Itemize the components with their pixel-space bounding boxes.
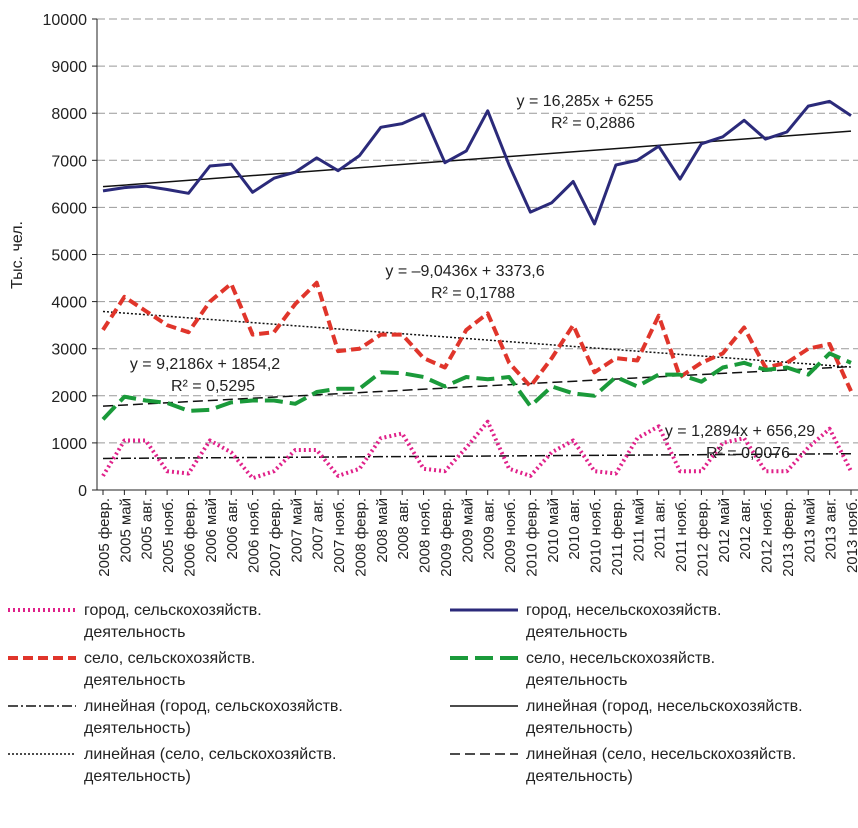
x-tick-label: 2012 май xyxy=(716,498,733,563)
x-tick-label: 2013 нояб. xyxy=(844,498,858,573)
x-tick-label: 2011 февр. xyxy=(609,498,626,576)
x-tick-label: 2009 май xyxy=(459,498,476,563)
legend-item: село, несельскохозяйств. деятельность xyxy=(448,648,715,696)
x-tick-label: 2008 февр. xyxy=(352,498,369,577)
trend-line xyxy=(102,365,852,407)
y-tick-label: 2000 xyxy=(51,389,87,406)
legend: город, сельскохозяйств. деятельность горо… xyxy=(0,600,858,828)
y-tick-label: 9000 xyxy=(51,59,87,76)
x-tick-label: 2011 май xyxy=(630,498,647,561)
legend-swatch xyxy=(8,656,76,660)
legend-swatch xyxy=(450,753,518,755)
x-tick-label: 2012 нояб. xyxy=(759,498,776,573)
x-tick-label: 2013 авг. xyxy=(823,498,840,560)
legend-swatch xyxy=(8,608,76,612)
trend-line xyxy=(102,130,852,188)
series-line xyxy=(101,280,853,392)
legend-item: линейная (город, сельскохозяйств. деятел… xyxy=(6,696,343,744)
legend-swatch xyxy=(450,705,518,707)
trend-equation: y = 1,2894x + 656,29 xyxy=(665,423,815,440)
trend-line xyxy=(102,452,852,460)
y-tick-label: 3000 xyxy=(51,342,87,359)
legend-label: линейная (город, сельскохозяйств. деятел… xyxy=(84,698,343,737)
legend-label: линейная (село, сельскохозяйств. деятель… xyxy=(84,746,337,785)
legend-swatch xyxy=(8,753,76,755)
series-line xyxy=(102,99,852,226)
trend-equation: y = 16,285x + 6255 xyxy=(517,93,654,110)
x-tick-label: 2010 февр. xyxy=(523,498,540,577)
legend-label: линейная (город, несельскохозяйств. деят… xyxy=(526,698,803,737)
legend-label: город, сельскохозяйств. деятельность xyxy=(84,602,262,641)
legend-swatch xyxy=(450,608,518,612)
x-tick-label: 2005 май xyxy=(117,498,134,563)
x-tick-label: 2006 май xyxy=(203,498,220,563)
trend-equation: y = 9,2186x + 1854,2 xyxy=(130,356,280,373)
y-tick-label: 5000 xyxy=(51,248,87,265)
x-tick-label: 2009 авг. xyxy=(481,498,498,560)
x-tick-label: 2005 нояб. xyxy=(160,498,177,573)
x-tick-label: 2010 авг. xyxy=(566,498,583,560)
x-tick-label: 2013 февр. xyxy=(780,498,797,577)
trend-r2: R² = 0,5295 xyxy=(171,378,255,395)
legend-item: линейная (село, сельскохозяйств. деятель… xyxy=(6,744,336,792)
x-tick-label: 2008 авг. xyxy=(395,498,412,560)
legend-item: линейная (город, несельскохозяйств. деят… xyxy=(448,696,803,744)
legend-swatch xyxy=(8,705,76,707)
legend-swatch xyxy=(450,656,518,660)
y-tick-label: 1000 xyxy=(51,436,87,453)
y-tick-label: 7000 xyxy=(51,153,87,170)
y-axis-label: Тыс. чел. xyxy=(9,221,26,289)
legend-label: село, несельскохозяйств. деятельность xyxy=(526,650,716,689)
x-tick-label: 2008 нояб. xyxy=(417,498,434,573)
y-tick-label: 8000 xyxy=(51,106,87,123)
x-tick-label: 2005 авг. xyxy=(139,498,156,560)
y-tick-label: 0 xyxy=(78,483,87,500)
x-tick-label: 2013 май xyxy=(801,498,818,563)
legend-label: линейная (село, несельскохозяйств. деяте… xyxy=(526,746,797,785)
x-tick-label: 2011 авг. xyxy=(652,498,669,559)
trend-r2: R² = 0,2886 xyxy=(551,115,635,132)
legend-item: село, сельскохозяйств. деятельность xyxy=(6,648,255,696)
x-tick-label: 2012 февр. xyxy=(694,498,711,577)
x-tick-label: 2006 февр. xyxy=(181,498,198,577)
x-tick-label: 2006 нояб. xyxy=(246,498,263,573)
x-tick-label: 2009 февр. xyxy=(438,498,455,577)
x-tick-label: 2008 май xyxy=(374,498,391,563)
trend-r2: R² = 0,0076 xyxy=(706,445,790,462)
chart: Тыс. чел. 0 1000 2000 3000 4000 5000 6000 7000 8… xyxy=(9,12,858,577)
x-tick-label: 2010 май xyxy=(545,498,562,563)
x-tick-label: 2007 авг. xyxy=(310,498,327,560)
y-tick-label: 4000 xyxy=(51,295,87,312)
x-tick-label: 2011 нояб. xyxy=(673,498,690,572)
y-tick-label: 6000 xyxy=(51,200,87,217)
x-tick-label: 2007 нояб. xyxy=(331,498,348,573)
trend-r2: R² = 0,1788 xyxy=(431,285,515,302)
x-tick-label: 2012 авг. xyxy=(737,498,754,560)
trend-equation: y = –9,0436x + 3373,6 xyxy=(385,263,544,280)
legend-item: город, сельскохозяйств. деятельность xyxy=(6,600,262,648)
series-line xyxy=(101,419,853,481)
x-tick-label: 2009 нояб. xyxy=(502,498,519,573)
legend-item: город, несельскохозяйств. деятельность xyxy=(448,600,721,648)
series-line xyxy=(101,351,852,421)
legend-item: линейная (село, несельскохозяйств. деяте… xyxy=(448,744,796,792)
x-tick-label: 2005 февр. xyxy=(96,498,113,577)
x-tick-label: 2007 февр. xyxy=(267,498,284,577)
legend-label: город, несельскохозяйств. деятельность xyxy=(526,602,722,641)
y-tick-label: 10000 xyxy=(43,12,88,29)
x-tick-label: 2006 авг. xyxy=(224,498,241,560)
x-tick-label: 2010 нояб. xyxy=(588,498,605,573)
trend-line xyxy=(102,310,852,368)
legend-label: село, сельскохозяйств. деятельность xyxy=(84,650,256,689)
x-tick-label: 2007 май xyxy=(288,498,305,563)
